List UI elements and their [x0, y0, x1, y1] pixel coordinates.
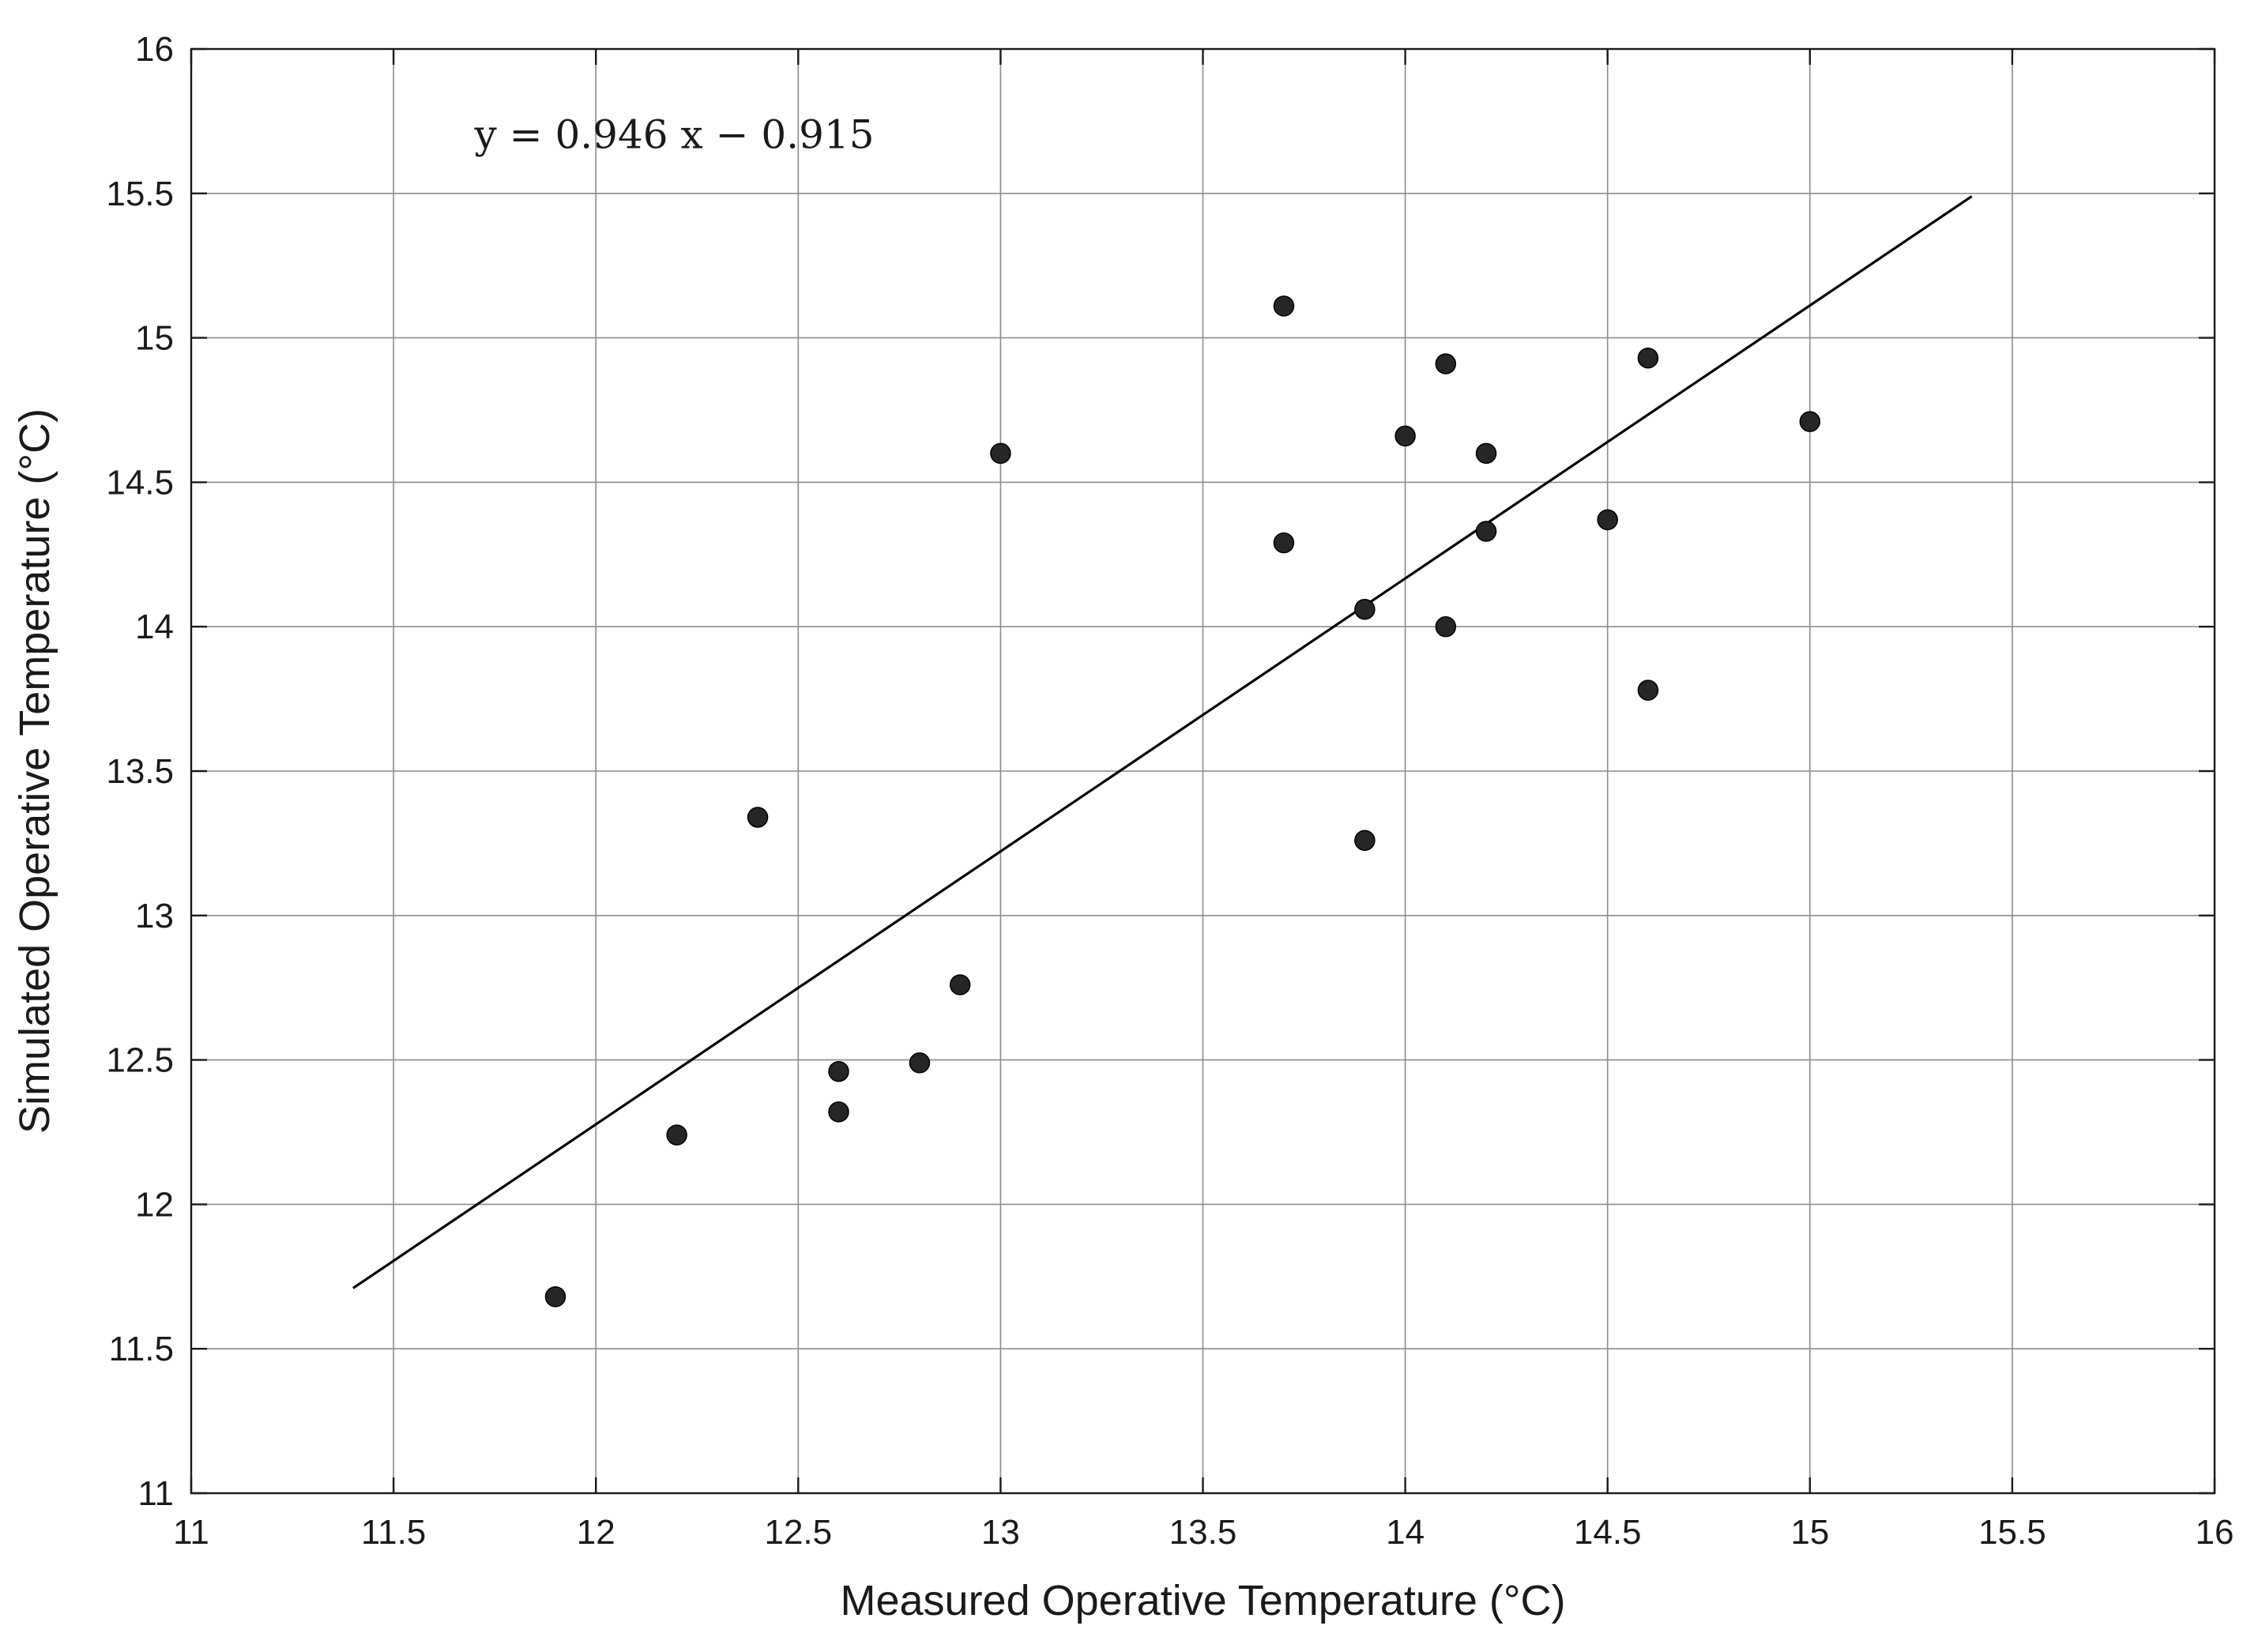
y-tick-label-10: 16 [135, 30, 174, 69]
data-point-3 [828, 1060, 849, 1082]
y-tick-label-5: 13.5 [106, 752, 174, 791]
x-tick-label-4: 13 [981, 1513, 1020, 1552]
x-tick-label-6: 14 [1386, 1513, 1425, 1552]
y-tick-label-8: 15 [135, 319, 174, 358]
axis-ticks [190, 47, 2216, 1495]
data-point-1 [666, 1124, 687, 1146]
data-point-10 [1354, 599, 1376, 620]
data-point-8 [1273, 295, 1295, 317]
data-point-11 [1354, 830, 1376, 851]
y-tick-label-1: 11.5 [109, 1330, 174, 1368]
x-tick-label-5: 13.5 [1169, 1513, 1237, 1552]
data-point-18 [1637, 347, 1659, 369]
data-point-16 [1475, 521, 1497, 542]
data-point-17 [1597, 509, 1618, 531]
data-point-19 [1637, 679, 1659, 701]
grid-lines [190, 48, 2215, 1494]
regression-line [352, 195, 1973, 1289]
x-axis-label: Measured Operative Temperature (°C) [841, 1577, 1566, 1624]
y-tick-label-3: 12.5 [106, 1041, 174, 1080]
y-tick-label-9: 15.5 [106, 175, 174, 213]
x-tick-label-0: 11 [173, 1513, 209, 1552]
data-point-14 [1435, 615, 1457, 638]
x-tick-label-9: 15.5 [1978, 1513, 2046, 1552]
data-point-15 [1475, 442, 1497, 465]
data-point-5 [909, 1052, 931, 1074]
regression-line-group [352, 195, 1973, 1289]
y-tick-label-2: 12 [135, 1185, 174, 1224]
x-tick-label-8: 15 [1790, 1513, 1829, 1552]
x-tick-label-1: 11.5 [361, 1513, 426, 1552]
data-point-4 [828, 1101, 849, 1123]
x-tick-label-2: 12 [577, 1513, 615, 1552]
data-point-2 [747, 807, 769, 828]
y-axis-label: Simulated Operative Temperature (°C) [11, 408, 58, 1134]
data-point-0 [544, 1286, 566, 1308]
x-tick-label-7: 14.5 [1574, 1513, 1642, 1552]
data-point-6 [949, 974, 971, 995]
data-point-13 [1435, 353, 1457, 374]
data-points [544, 295, 1821, 1308]
y-tick-label-7: 14.5 [106, 463, 174, 502]
y-tick-label-4: 13 [135, 897, 174, 935]
fit-equation: y = 0.946 x − 0.915 [474, 112, 875, 158]
x-tick-label-3: 12.5 [764, 1513, 832, 1552]
data-point-9 [1273, 532, 1295, 554]
data-point-20 [1799, 411, 1821, 432]
y-tick-label-6: 14 [135, 608, 174, 646]
y-tick-labels: 11 11.5 12 12.5 13 13.5 14 14.5 15 15.5 16 [106, 30, 174, 1513]
data-point-12 [1394, 425, 1416, 447]
data-point-7 [990, 442, 1011, 465]
x-tick-label-10: 16 [2196, 1513, 2234, 1552]
y-tick-label-0: 11 [137, 1474, 174, 1513]
x-tick-labels: 11 11.5 12 12.5 13 13.5 14 14.5 15 15.5 16 [173, 1513, 2234, 1552]
